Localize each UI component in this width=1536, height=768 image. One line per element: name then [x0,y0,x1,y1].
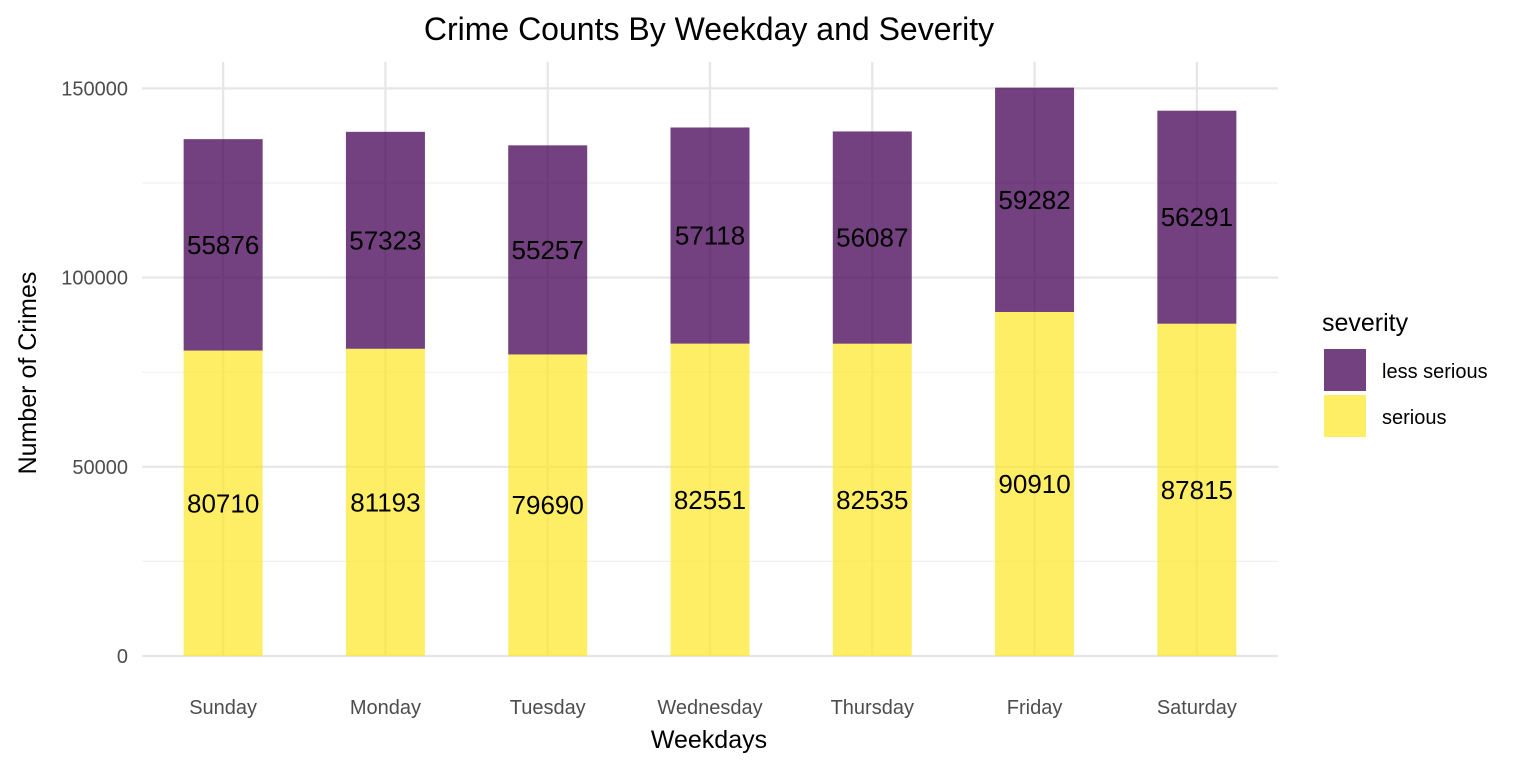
data-label-serious: 90910 [998,469,1070,499]
bar-less-serious [508,145,588,355]
y-axis-title: Number of Crimes [14,272,42,475]
bar-less-serious [1157,110,1237,324]
data-label-less-serious: 57323 [349,225,421,255]
y-tick-label: 0 [117,646,128,668]
bar-less-serious [345,131,425,349]
data-label-less-serious: 55876 [187,230,259,260]
data-label-serious: 80710 [187,488,259,518]
bar-less-serious [995,87,1075,312]
legend-items: less serious serious [1324,349,1488,437]
data-label-less-serious: 55257 [512,235,584,265]
x-tick-label: Wednesday [657,697,762,719]
chart-title: Crime Counts By Weekday and Severity [424,11,994,47]
data-label-serious: 81193 [350,487,420,517]
legend-swatch [1324,349,1366,391]
data-label-serious: 79690 [512,490,584,520]
data-label-less-serious: 56291 [1161,202,1233,232]
legend-title: severity [1322,309,1409,337]
data-label-less-serious: 56087 [836,223,908,253]
bar-serious [345,348,425,656]
bar-serious [832,343,912,656]
bar-serious [508,354,588,656]
x-tick-label: Monday [350,697,421,719]
legend-label: serious [1382,407,1446,429]
bar-less-serious [832,131,912,344]
bar-less-serious [670,127,750,344]
legend-label: less serious [1382,361,1488,383]
data-labels: 80710 55876 81193 57323 79690 55257 82551 57118… [187,185,1233,520]
bar-less-serious [183,139,263,351]
bar-serious [670,343,750,656]
data-label-serious: 82535 [836,485,908,515]
x-tick-label: Saturday [1157,697,1237,719]
legend-swatch [1324,395,1366,437]
y-tick-label: 50000 [72,457,128,479]
x-tick-label: Friday [1007,697,1063,719]
data-label-less-serious: 57118 [675,221,745,251]
x-axis-ticks: Sunday Monday Tuesday Wednesday Thursday Frid… [189,697,1237,719]
bar-serious [183,350,263,656]
y-axis-ticks: 0 50000 100000 150000 [61,78,128,668]
legend: severity less serious serious [1322,309,1488,437]
bars [183,87,1237,656]
y-tick-label: 100000 [61,268,128,290]
x-tick-label: Tuesday [510,697,586,719]
x-tick-label: Sunday [189,697,257,719]
y-tick-label: 150000 [61,78,128,100]
bar-serious [995,311,1075,656]
data-label-less-serious: 59282 [998,185,1070,215]
bar-serious [1157,323,1237,656]
x-axis-title: Weekdays [651,726,767,754]
data-label-serious: 82551 [674,485,746,515]
x-tick-label: Thursday [831,697,914,719]
data-label-serious: 87815 [1161,475,1233,505]
